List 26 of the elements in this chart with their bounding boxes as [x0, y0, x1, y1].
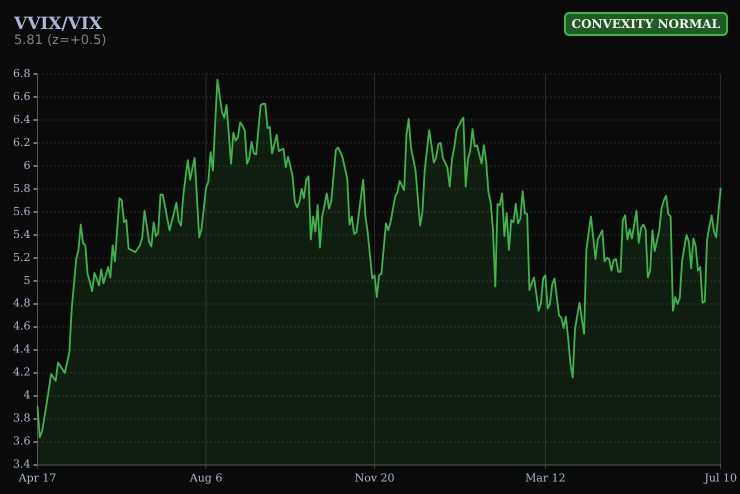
x-tick-label: Nov 20: [354, 471, 395, 484]
y-tick-label: 5.8: [12, 182, 30, 195]
x-tick-label: Apr 17: [18, 471, 56, 484]
x-tick-label: Jul 10: [703, 471, 738, 484]
y-tick-label: 4: [23, 388, 30, 402]
y-tick-label: 5.6: [12, 204, 30, 218]
y-tick-label: 4.6: [12, 320, 30, 333]
y-tick-label: 3.8: [12, 412, 30, 425]
y-tick-label: 6.2: [12, 136, 30, 149]
y-tick-label: 3.4: [12, 458, 30, 471]
y-tick-label: 5.2: [12, 250, 30, 264]
x-tick-label: Mar 12: [525, 471, 566, 484]
y-tick-label: 6.6: [12, 90, 30, 103]
text: CONVEXITY NORMAL: [564, 12, 728, 36]
y-tick-label: 6.4: [12, 112, 30, 126]
y-tick-label: 6.8: [12, 66, 30, 80]
y-tick-label: 6: [23, 158, 30, 172]
y-tick-label: 3.6: [12, 434, 30, 448]
chart-title: VVIX/VIX: [14, 14, 102, 34]
y-tick-label: 4.4: [12, 342, 30, 356]
y-tick-label: 4.2: [12, 366, 30, 379]
y-tick-label: 4.8: [12, 296, 30, 310]
x-tick-label: Aug 6: [188, 471, 222, 484]
chart-subtitle: 5.81 (z=+0.5): [14, 33, 107, 48]
y-tick-label: 5: [23, 274, 30, 287]
y-tick-label: 5.4: [12, 228, 30, 241]
